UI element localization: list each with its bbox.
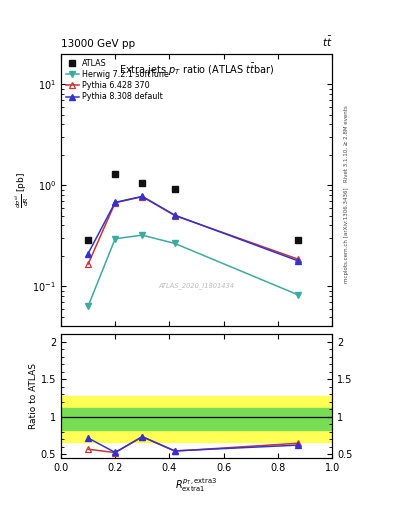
ATLAS	[296, 237, 301, 243]
Pythia 8.308 default	[86, 250, 90, 257]
Pythia 6.428 370	[173, 212, 177, 219]
Line: Herwig 7.2.1 softTune: Herwig 7.2.1 softTune	[85, 232, 301, 310]
Pythia 8.308 default	[173, 212, 177, 218]
Herwig 7.2.1 softTune	[296, 292, 301, 298]
Pythia 6.428 370	[86, 261, 90, 267]
Pythia 8.308 default	[140, 194, 145, 200]
X-axis label: $R_{\mathrm{extra1}}^{p_T,\mathrm{extra3}}$: $R_{\mathrm{extra1}}^{p_T,\mathrm{extra3…	[175, 476, 218, 494]
Herwig 7.2.1 softTune	[173, 240, 177, 246]
Text: $t\bar{t}$: $t\bar{t}$	[321, 34, 332, 49]
Text: Rivet 3.1.10, ≥ 2.8M events: Rivet 3.1.10, ≥ 2.8M events	[344, 105, 349, 182]
ATLAS	[173, 186, 177, 192]
Herwig 7.2.1 softTune	[86, 304, 90, 310]
Y-axis label: $\frac{d\sigma^{id}}{dR}$ [pb]: $\frac{d\sigma^{id}}{dR}$ [pb]	[13, 172, 31, 208]
Herwig 7.2.1 softTune	[140, 232, 145, 238]
ATLAS	[113, 172, 118, 178]
Line: Pythia 6.428 370: Pythia 6.428 370	[85, 194, 301, 267]
Bar	[61, 408, 332, 430]
Text: Extra jets $p_T$ ratio (ATLAS $t\bar{t}$bar): Extra jets $p_T$ ratio (ATLAS $t\bar{t}$…	[119, 62, 274, 78]
Pythia 6.428 370	[296, 256, 301, 262]
Line: ATLAS: ATLAS	[85, 171, 301, 243]
Y-axis label: Ratio to ATLAS: Ratio to ATLAS	[29, 364, 38, 429]
Line: Pythia 8.308 default: Pythia 8.308 default	[85, 193, 301, 264]
Bar	[61, 396, 332, 442]
Pythia 8.308 default	[296, 258, 301, 264]
Pythia 6.428 370	[140, 194, 145, 200]
Herwig 7.2.1 softTune	[113, 236, 118, 242]
ATLAS	[140, 180, 145, 186]
Pythia 8.308 default	[113, 199, 118, 205]
Legend: ATLAS, Herwig 7.2.1 softTune, Pythia 6.428 370, Pythia 8.308 default: ATLAS, Herwig 7.2.1 softTune, Pythia 6.4…	[63, 56, 171, 104]
Pythia 6.428 370	[113, 200, 118, 206]
ATLAS	[86, 237, 90, 243]
Text: ATLAS_2020_I1801434: ATLAS_2020_I1801434	[158, 282, 235, 289]
Text: mcplots.cern.ch [arXiv:1306.3436]: mcplots.cern.ch [arXiv:1306.3436]	[344, 188, 349, 283]
Text: 13000 GeV pp: 13000 GeV pp	[61, 38, 135, 49]
